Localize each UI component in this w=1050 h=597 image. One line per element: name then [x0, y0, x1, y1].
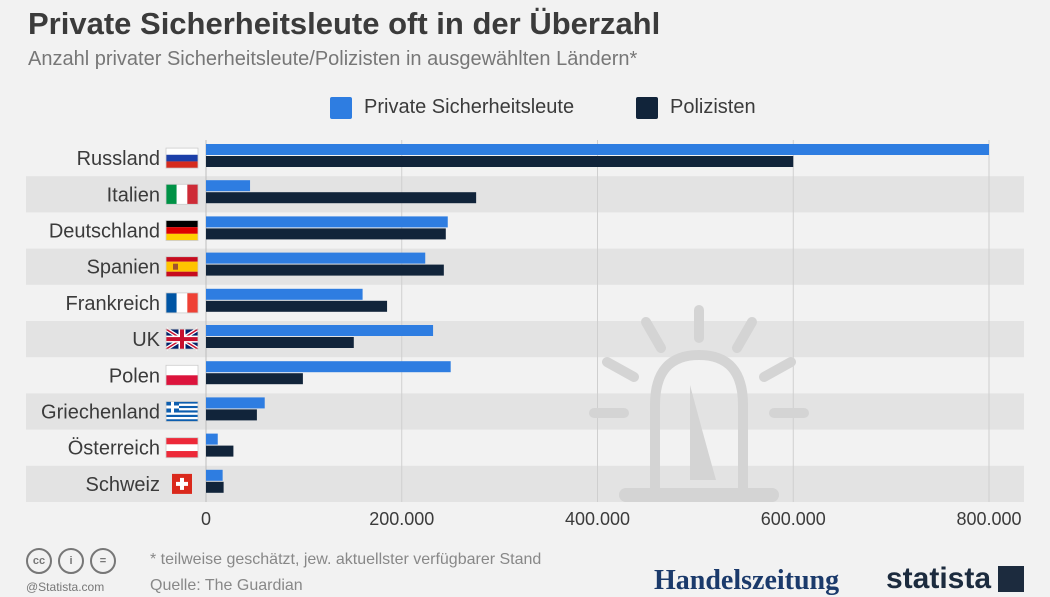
category-label: Deutschland [49, 221, 160, 243]
bar-private [206, 144, 989, 155]
creative-commons-icon: cc [26, 548, 52, 574]
greece-flag-icon [165, 401, 199, 422]
italy-flag-icon [165, 183, 199, 205]
bar-private [206, 469, 223, 481]
bar-private [206, 288, 363, 300]
no-derivatives-icon: = [90, 548, 116, 574]
bar-police [206, 409, 257, 421]
chart-title: Private Sicherheitsleute oft in der Über… [28, 6, 661, 41]
bar-private [206, 216, 448, 228]
statista-logo-icon [998, 566, 1024, 592]
x-tick-label: 600.000 [761, 509, 826, 529]
license-icons: cc i = [26, 548, 116, 574]
statista-logo: statista [886, 562, 992, 595]
legend-swatch-private [330, 96, 352, 119]
bar-police [206, 228, 446, 240]
bar-private [206, 252, 426, 264]
bar-police [206, 337, 354, 348]
handelszeitung-logo: Handelszeitung [654, 565, 840, 596]
bar-chart: Russland Italien Deutschland Spanien Frankre… [26, 140, 1024, 529]
legend: Private Sicherheitsleute Polizisten [0, 96, 1050, 124]
austria-flag-icon [165, 437, 199, 459]
category-label: Spanien [87, 257, 160, 279]
x-tick-label: 0 [201, 509, 211, 529]
siren-icon [589, 305, 809, 502]
statista-credit: @Statista.com [26, 580, 105, 594]
germany-flag-icon [165, 220, 199, 241]
bar-police [206, 192, 477, 204]
bar-private [206, 433, 218, 445]
spain-flag-icon [165, 256, 199, 278]
category-label: Griechenland [41, 402, 160, 424]
footnote: * teilweise geschätzt, jew. aktuellster … [150, 551, 542, 568]
chart-subtitle: Anzahl privater Sicherheitsleute/Polizis… [28, 48, 638, 70]
attribution-icon: i [58, 548, 84, 574]
france-flag-icon [165, 292, 199, 314]
bar-private [206, 325, 434, 336]
x-tick-label: 800.000 [956, 509, 1021, 529]
bar-police [206, 156, 794, 167]
bar-police [206, 481, 224, 493]
legend-item-police: Polizisten [636, 96, 756, 119]
uk-flag-icon [164, 327, 200, 351]
category-label: Italien [107, 184, 160, 206]
x-tick-label: 400.000 [565, 509, 630, 529]
bar-police [206, 264, 444, 276]
source-note: Quelle: The Guardian [150, 577, 303, 594]
legend-label-police: Polizisten [670, 96, 756, 118]
legend-item-private: Private Sicherheitsleute [330, 96, 574, 119]
category-label: Frankreich [66, 293, 160, 315]
bar-police [206, 300, 388, 312]
poland-flag-icon [165, 364, 199, 386]
legend-label-private: Private Sicherheitsleute [364, 96, 575, 118]
category-label: Russland [77, 148, 160, 170]
category-label: UK [132, 329, 160, 351]
bar-police [206, 445, 234, 457]
bar-private [206, 180, 251, 192]
switzerland-flag-icon [172, 473, 192, 494]
russia-flag-icon [165, 147, 199, 169]
bar-private [206, 361, 451, 373]
x-tick-label: 200.000 [369, 509, 434, 529]
category-label: Österreich [68, 438, 160, 460]
bar-private [206, 397, 265, 409]
legend-swatch-police [636, 96, 658, 119]
bar-police [206, 373, 303, 385]
category-label: Polen [109, 365, 160, 387]
row-band [26, 465, 1024, 502]
category-label: Schweiz [86, 474, 160, 496]
